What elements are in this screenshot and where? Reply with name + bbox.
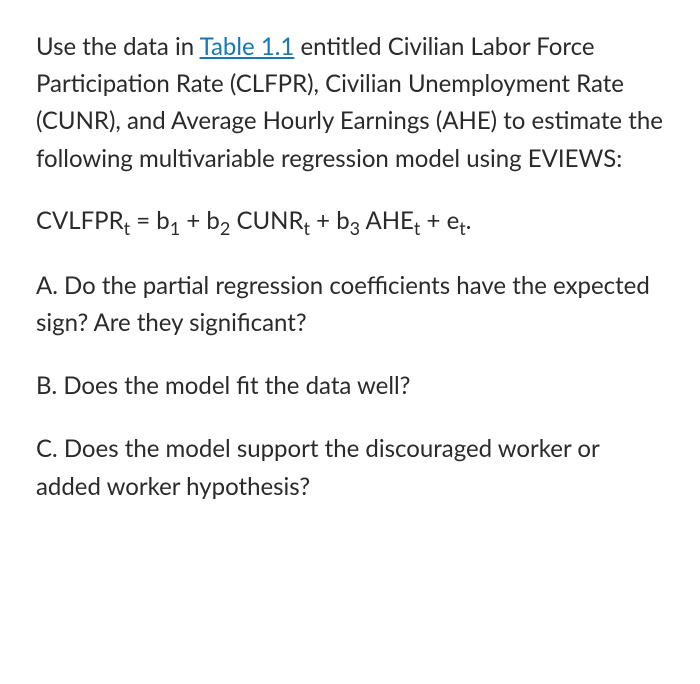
table-link[interactable]: Table 1.1 [200,32,295,61]
intro-pre-link: Use the data in [36,32,200,61]
question-c: C. Does the model support the discourage… [36,430,664,504]
question-b: B. Does the model fit the data well? [36,367,664,404]
eq-plus2: + [310,206,336,235]
eq-b3: b [336,206,349,235]
eq-b2-sub: 2 [220,217,230,239]
eq-e: e [447,206,460,235]
eq-equals: = [130,206,156,235]
eq-ahe: AHE [360,206,414,235]
eq-b3-sub: 3 [350,217,360,239]
eq-lhs: CVLFPR [36,206,124,235]
eq-cunr: CUNR [230,206,303,235]
question-a: A. Do the partial regression coefficient… [36,267,664,341]
intro-paragraph: Use the data in Table 1.1 entitled Civil… [36,28,664,177]
eq-b1: b [156,206,169,235]
eq-plus1: + [180,206,206,235]
eq-period: . [466,206,472,235]
eq-plus3: + [420,206,446,235]
eq-b1-sub: 1 [170,217,180,239]
regression-equation: CVLFPRt = b1 + b2 CUNRt + b3 AHEt + et. [36,203,664,239]
eq-b2: b [206,206,219,235]
